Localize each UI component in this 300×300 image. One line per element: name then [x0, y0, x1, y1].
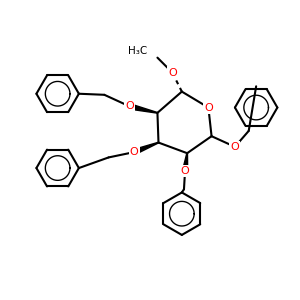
Polygon shape	[129, 104, 158, 113]
Text: O: O	[181, 166, 189, 176]
Text: O: O	[168, 68, 177, 77]
Text: O: O	[230, 142, 239, 152]
Polygon shape	[182, 153, 188, 172]
Polygon shape	[133, 142, 159, 154]
Text: H₃C: H₃C	[128, 46, 147, 56]
Text: O: O	[130, 147, 139, 157]
Text: O: O	[125, 101, 134, 112]
Text: O: O	[204, 103, 213, 112]
